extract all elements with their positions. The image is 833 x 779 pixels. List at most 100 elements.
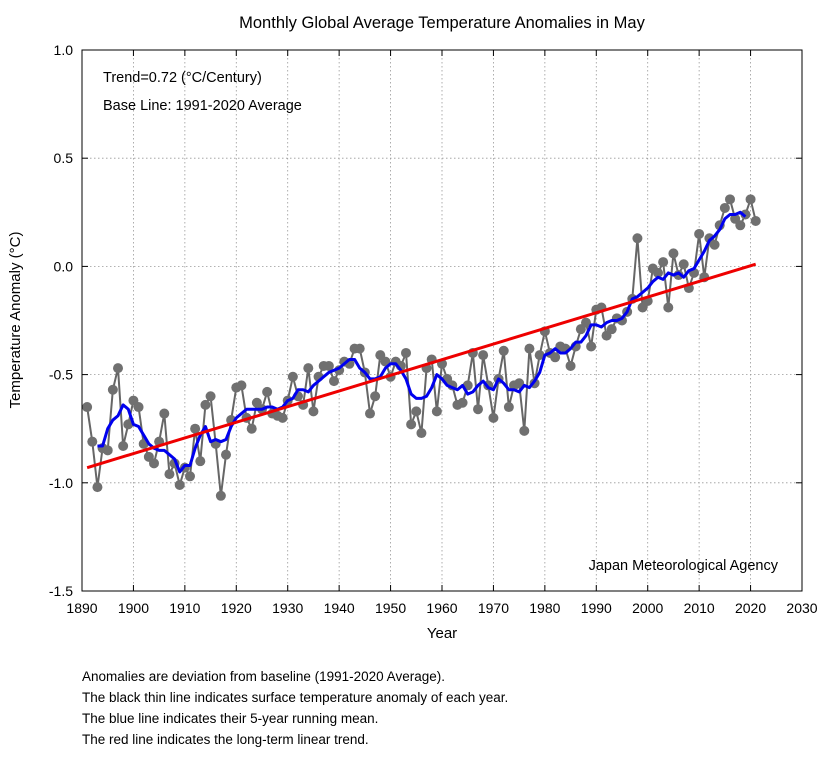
x-tick-label: 1890: [66, 600, 97, 616]
annual-point: [92, 482, 103, 493]
y-tick-label: 1.0: [54, 42, 74, 58]
annual-point: [534, 350, 545, 361]
chart-title: Monthly Global Average Temperature Anoma…: [239, 14, 645, 32]
annual-anomaly-line: [86, 195, 757, 496]
x-tick-label: 1900: [118, 600, 149, 616]
annual-point: [416, 428, 427, 439]
annual-point: [745, 194, 756, 205]
annual-point: [524, 343, 535, 354]
x-tick-label: 1970: [478, 600, 509, 616]
trend-line: [86, 262, 757, 470]
annual-point: [205, 391, 216, 402]
annual-point: [262, 386, 273, 397]
annual-point: [750, 215, 761, 226]
baseline-annotation: Base Line: 1991-2020 Average: [103, 98, 302, 114]
annual-point: [221, 449, 231, 460]
y-axis-label: Temperature Anomaly (°C): [7, 232, 24, 409]
annual-point: [632, 233, 643, 244]
annual-point: [719, 202, 730, 213]
y-tick-label: -1.0: [49, 475, 73, 491]
y-tick-label: -0.5: [49, 367, 73, 383]
annual-point: [694, 228, 705, 239]
annual-point: [102, 445, 113, 456]
annual-point: [653, 267, 663, 278]
series-layer: [82, 194, 761, 501]
annual-point: [514, 378, 525, 389]
x-tick-label: 1950: [375, 600, 406, 616]
annual-point: [668, 248, 679, 259]
annual-point: [303, 363, 314, 374]
annual-point: [185, 471, 195, 482]
annual-point: [488, 412, 499, 423]
annual-point: [123, 419, 134, 430]
annual-point: [149, 458, 159, 469]
annual-point: [406, 419, 417, 430]
annual-point: [740, 209, 751, 220]
x-tick-label: 2000: [632, 600, 663, 616]
annual-point: [215, 490, 226, 501]
annual-point: [370, 391, 381, 402]
annual-point: [329, 376, 339, 387]
annual-point: [586, 341, 597, 352]
annual-point: [457, 397, 468, 408]
annual-point: [287, 371, 298, 382]
y-axis-ticks: -1.5 -1.0 -0.5 0.0 0.5 1.0: [49, 42, 802, 599]
annual-point: [323, 360, 334, 371]
note-running-mean: The blue line indicates their 5-year run…: [82, 711, 379, 726]
x-axis-ticks: 1890 1900 1910 1920 1930 1940 1950 1960 1970 1980…: [66, 50, 818, 616]
annual-point: [498, 345, 509, 356]
x-tick-label: 1910: [169, 600, 200, 616]
x-tick-label: 1960: [426, 600, 457, 616]
annual-point: [118, 441, 129, 452]
plot-area-frame: [81, 49, 803, 592]
annual-point: [401, 347, 411, 358]
running-mean-line: [97, 210, 747, 474]
annual-point: [354, 343, 365, 354]
annual-point: [581, 317, 591, 328]
annual-point: [133, 402, 144, 413]
annual-point: [411, 406, 422, 417]
annual-point: [308, 406, 319, 417]
annual-point: [709, 239, 720, 250]
annual-point: [195, 456, 206, 467]
annual-point: [200, 399, 211, 410]
x-tick-label: 1980: [529, 600, 560, 616]
annual-point: [606, 324, 617, 335]
annual-point: [550, 352, 561, 363]
source-annotation: Japan Meteorological Agency: [589, 558, 779, 574]
y-tick-label: 0.5: [54, 150, 74, 166]
annual-point: [478, 350, 489, 361]
annual-point: [678, 259, 689, 270]
annual-point: [735, 220, 746, 231]
x-axis-label: Year: [427, 625, 457, 642]
note-annual-line: The black thin line indicates surface te…: [82, 690, 509, 705]
annual-point: [658, 257, 669, 268]
annual-point: [725, 194, 735, 205]
note-baseline: Anomalies are deviation from baseline (1…: [82, 669, 445, 684]
annual-point: [663, 302, 674, 313]
x-tick-label: 2010: [684, 600, 715, 616]
x-tick-label: 2020: [735, 600, 766, 616]
x-tick-label: 1990: [581, 600, 612, 616]
trend-annotation: Trend=0.72 (°C/Century): [103, 70, 262, 86]
x-tick-label: 1930: [272, 600, 303, 616]
annual-point: [159, 408, 170, 419]
annual-point: [519, 425, 530, 436]
annual-point: [82, 402, 93, 413]
note-trend-line: The red line indicates the long-term lin…: [82, 732, 369, 747]
annual-point: [473, 404, 483, 415]
annual-point: [565, 360, 576, 371]
annual-point: [236, 380, 247, 391]
annual-point: [107, 384, 118, 395]
annual-point: [246, 423, 257, 434]
annual-point: [190, 423, 201, 434]
annual-point: [503, 402, 514, 413]
grid-lines: [82, 50, 802, 591]
annual-point: [164, 469, 175, 480]
annual-point: [365, 408, 375, 419]
annual-point: [113, 363, 123, 374]
x-tick-label: 1920: [221, 600, 252, 616]
annual-point: [87, 436, 98, 447]
x-tick-label: 2030: [786, 600, 817, 616]
